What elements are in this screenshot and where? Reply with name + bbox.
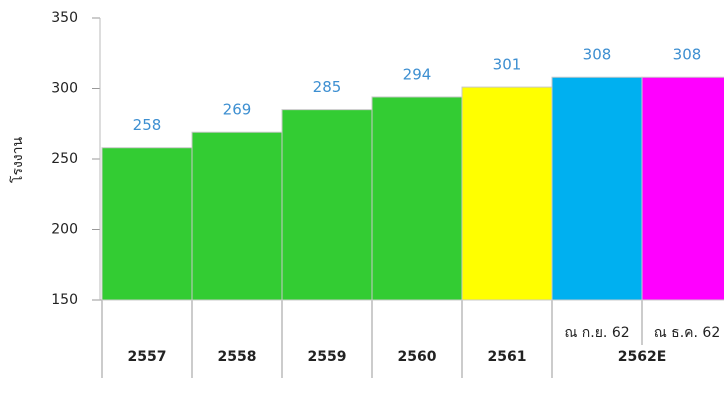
sub-category-label: ณ ธ.ค. 62: [654, 325, 721, 341]
y-tick-label: 250: [51, 151, 78, 167]
bar: [281, 109, 373, 301]
value-label: 269: [223, 101, 252, 119]
x-tick-label: 2558: [218, 349, 257, 365]
x-tick-label: 2560: [398, 349, 437, 365]
bar: [551, 76, 643, 301]
value-label: 308: [583, 46, 612, 64]
sub-category-label: ณ ก.ย. 62: [564, 325, 629, 341]
y-axis-label: โรงงาน: [9, 137, 26, 184]
value-label: 308: [673, 46, 702, 64]
y-tick-label: 350: [51, 10, 78, 26]
y-tick-label: 200: [51, 222, 78, 238]
x-tick-label: 2562E: [618, 349, 667, 365]
y-tick-label: 150: [51, 292, 78, 308]
bar: [191, 131, 283, 301]
x-tick-label: 2559: [308, 349, 347, 365]
value-label: 294: [403, 65, 432, 83]
bar: [371, 96, 463, 301]
x-tick-label: 2557: [128, 349, 167, 365]
value-label: 285: [313, 78, 342, 96]
y-tick-label: 300: [51, 81, 78, 97]
x-tick-label: 2561: [488, 349, 527, 365]
bar: [101, 147, 193, 301]
bar: [641, 76, 724, 301]
bar: [461, 86, 553, 301]
value-label: 258: [133, 116, 162, 134]
value-label: 301: [493, 56, 522, 74]
